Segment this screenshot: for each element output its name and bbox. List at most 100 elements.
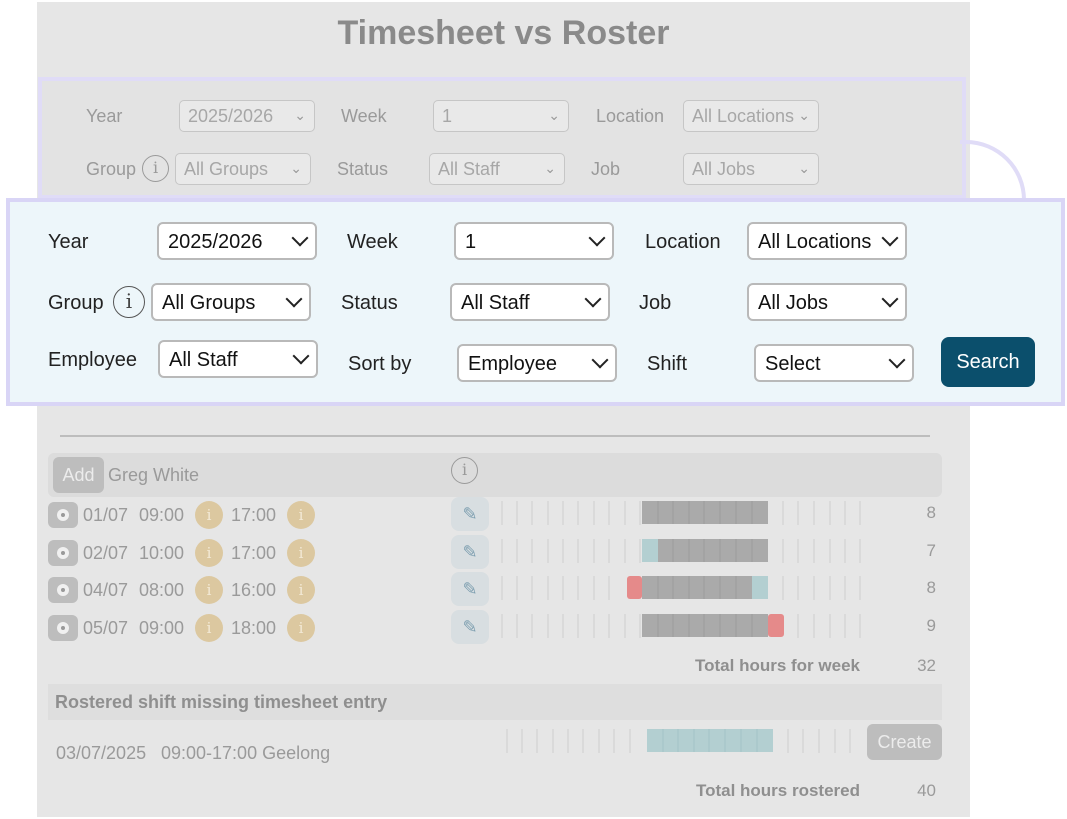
chevron-down-icon: ⌄: [798, 160, 810, 176]
shift-start: 09:00: [139, 505, 185, 525]
search-button[interactable]: Search: [941, 337, 1035, 387]
create-button[interactable]: Create: [867, 724, 942, 760]
shift-date: 02/07: [83, 543, 129, 563]
shift-timeline: [501, 576, 861, 600]
ghost-status-select: All Staff ⌄: [429, 153, 565, 185]
add-button[interactable]: Add: [53, 457, 104, 493]
shift-hours: 8: [926, 503, 936, 522]
ghost-info-icon: i: [142, 155, 169, 182]
shift-end: 16:00: [231, 580, 277, 600]
group-info-icon[interactable]: i: [113, 286, 145, 318]
shift-radio-icon[interactable]: [48, 577, 78, 603]
ghost-year-label: Year: [86, 106, 123, 126]
missing-heading: Rostered shift missing timesheet entry: [55, 692, 388, 712]
ghost-job-label: Job: [591, 159, 621, 179]
shift-date: 01/07: [83, 505, 129, 525]
chevron-down-icon: [292, 347, 310, 365]
end-info-icon[interactable]: i: [287, 576, 315, 604]
employee-select[interactable]: All Staff: [158, 340, 318, 378]
ghost-group-label: Group: [86, 159, 137, 179]
rostered-only-bar: [752, 576, 768, 599]
year-select[interactable]: 2025/2026: [157, 222, 317, 260]
shift-end: 17:00: [231, 543, 277, 563]
shift-hours: 8: [926, 578, 936, 597]
edit-pencil-icon[interactable]: ✎: [451, 535, 489, 569]
chevron-down-icon: ⌄: [798, 107, 810, 123]
week-select[interactable]: 1: [454, 222, 614, 260]
edit-pencil-icon[interactable]: ✎: [451, 610, 489, 644]
shift-timeline: [501, 501, 861, 525]
shift-date: 04/07: [83, 580, 129, 600]
location-select[interactable]: All Locations: [747, 222, 907, 260]
chevron-down-icon: [881, 290, 899, 308]
shift-start: 10:00: [139, 543, 185, 563]
ghost-year-select: 2025/2026 ⌄: [179, 100, 315, 132]
rostered-only-bar: [647, 729, 773, 752]
total-rostered-value: 40: [917, 781, 936, 800]
shift-radio-icon[interactable]: [48, 540, 78, 566]
start-info-icon[interactable]: i: [195, 576, 223, 604]
end-info-icon[interactable]: i: [287, 539, 315, 567]
employee-label: Employee: [48, 349, 137, 371]
group-label: Group: [48, 292, 104, 314]
edit-pencil-icon[interactable]: ✎: [451, 572, 489, 606]
ghost-week-select: 1 ⌄: [433, 100, 569, 132]
job-select[interactable]: All Jobs: [747, 283, 907, 321]
ghost-job-select: All Jobs ⌄: [683, 153, 819, 185]
chevron-down-icon: [888, 351, 906, 369]
shift-date: 05/07: [83, 618, 129, 638]
missing-shift: 09:00-17:00 Geelong: [161, 743, 331, 763]
start-info-icon[interactable]: i: [195, 614, 223, 642]
group-select[interactable]: All Groups: [151, 283, 311, 321]
rostered-only-bar: [642, 539, 658, 562]
shift-end: 17:00: [231, 505, 277, 525]
chevron-down-icon: [285, 290, 303, 308]
ghost-group-select: All Groups ⌄: [175, 153, 311, 185]
overtime-bar: [627, 576, 642, 599]
shift-label: Shift: [647, 353, 688, 375]
edit-pencil-icon[interactable]: ✎: [451, 497, 489, 531]
worked-bar: [642, 614, 768, 637]
ghost-location-select: All Locations ⌄: [683, 100, 819, 132]
divider: [60, 435, 930, 437]
worked-bar: [642, 576, 752, 599]
year-label: Year: [48, 231, 89, 253]
start-info-icon[interactable]: i: [195, 501, 223, 529]
total-week-value: 32: [917, 656, 936, 675]
start-info-icon[interactable]: i: [195, 539, 223, 567]
shift-select[interactable]: Select: [754, 344, 914, 382]
shift-timeline: [501, 539, 861, 563]
worked-bar: [642, 501, 768, 524]
chevron-down-icon: ⌄: [544, 160, 556, 176]
shift-hours: 7: [926, 541, 936, 560]
shift-radio-icon[interactable]: [48, 615, 78, 641]
employee-info-icon[interactable]: i: [451, 457, 478, 484]
ghost-status-label: Status: [337, 159, 389, 179]
page-title: Timesheet vs Roster: [337, 14, 670, 52]
missing-header-bar: [48, 684, 942, 720]
worked-bar: [658, 539, 768, 562]
job-label: Job: [639, 292, 672, 314]
location-label: Location: [645, 231, 721, 253]
chevron-down-icon: ⌄: [294, 107, 306, 123]
status-select[interactable]: All Staff: [450, 283, 610, 321]
total-week-label: Total hours for week: [695, 656, 860, 675]
end-info-icon[interactable]: i: [287, 614, 315, 642]
shift-start: 09:00: [139, 618, 185, 638]
total-rostered-label: Total hours rostered: [695, 781, 860, 800]
chevron-down-icon: ⌄: [548, 107, 560, 123]
overtime-bar: [768, 614, 784, 637]
chevron-down-icon: ⌄: [290, 160, 302, 176]
missing-timeline: [506, 729, 851, 753]
chevron-down-icon: [584, 290, 602, 308]
shift-radio-icon[interactable]: [48, 502, 78, 528]
employee-name: Greg White: [108, 465, 200, 485]
ghost-location-label: Location: [596, 106, 665, 126]
sortby-select[interactable]: Employee: [457, 344, 617, 382]
shift-hours: 9: [926, 616, 936, 635]
chevron-down-icon: [291, 229, 309, 247]
chevron-down-icon: [588, 229, 606, 247]
status-label: Status: [341, 292, 398, 314]
end-info-icon[interactable]: i: [287, 501, 315, 529]
missing-date: 03/07/2025: [56, 743, 147, 763]
